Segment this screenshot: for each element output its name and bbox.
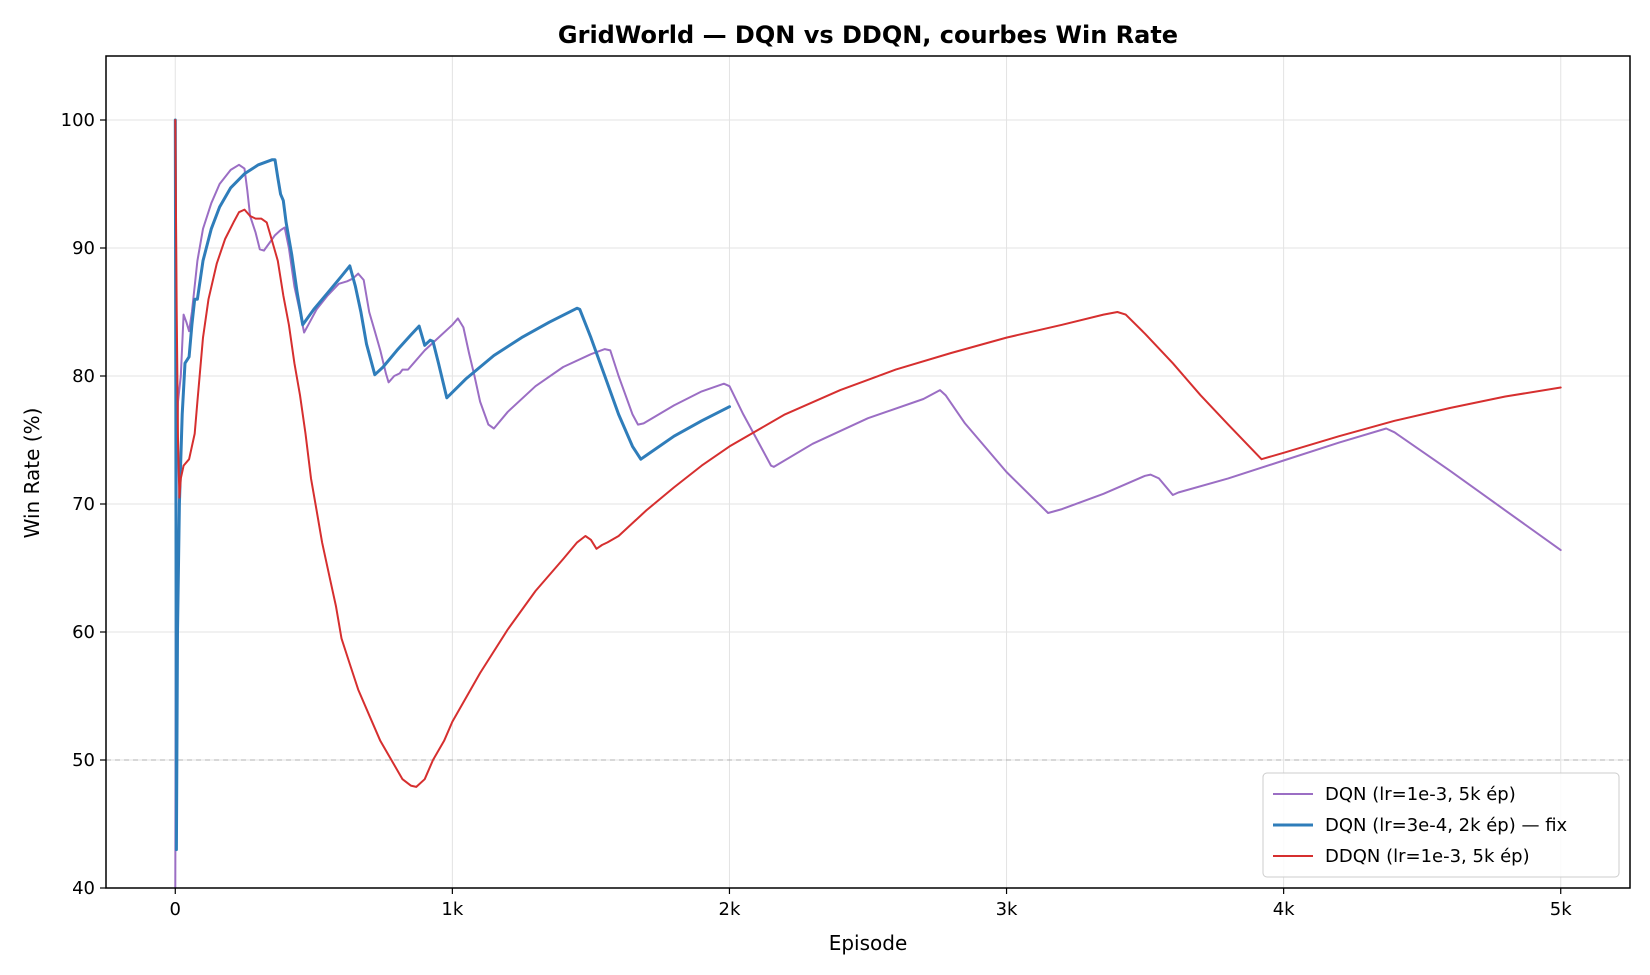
series-line-1 [174,163,1562,889]
legend-label-1: DQN (lr=1e-3, 5k ép) [1325,784,1516,805]
x-tick-label: 1k [441,899,463,920]
legend: DQN (lr=1e-3, 5k ép) DQN (lr=3e-4, 2k ép)… [1262,772,1620,878]
x-axis-label: Episode [829,931,908,955]
series-line-3 [174,119,1562,788]
x-tick-label: 3k [996,899,1018,920]
axis-ticks: 0 1k 2k 3k 4k 5k 40 50 60 70 80 90 100 [61,110,1573,920]
legend-label-3: DDQN (lr=1e-3, 5k ép) [1325,846,1530,867]
y-tick-label: 40 [72,878,95,899]
y-tick-label: 90 [72,238,95,259]
y-axis-label: Win Rate (%) [20,408,44,539]
x-tick-label: 0 [170,899,181,920]
y-tick-label: 50 [72,750,95,771]
legend-box [1262,772,1620,878]
y-tick-label: 100 [61,110,95,131]
y-tick-label: 70 [72,494,95,515]
chart-title: GridWorld — DQN vs DDQN, courbes Win Rat… [558,21,1178,49]
x-tick-label: 2k [719,899,741,920]
y-tick-label: 80 [72,366,95,387]
series-line-2 [173,118,731,852]
x-tick-label: 4k [1273,899,1295,920]
plot-frame [105,55,1631,889]
x-tick-label: 5k [1550,899,1572,920]
y-tick-label: 60 [72,622,95,643]
series-group [173,118,1562,889]
legend-label-2: DQN (lr=3e-4, 2k ép) — fix [1325,815,1568,836]
